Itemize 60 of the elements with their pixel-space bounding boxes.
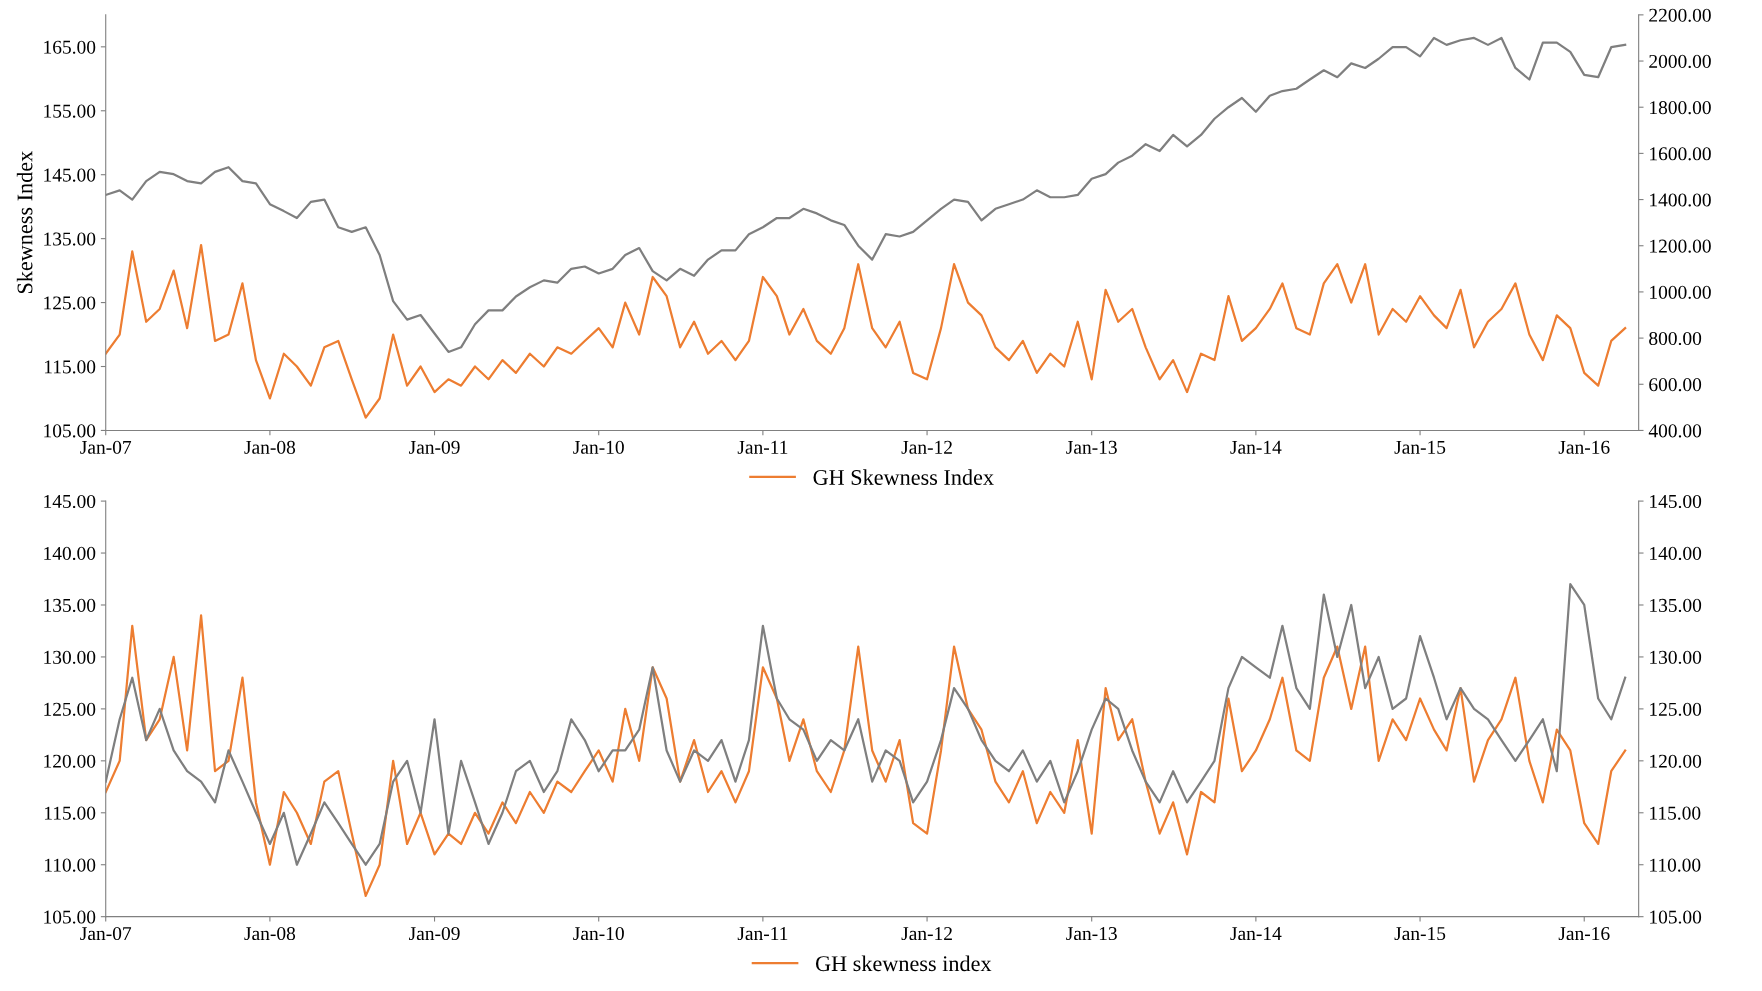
y2-tick-label: 125.00 — [1650, 702, 1702, 716]
x-tick-label: Jan-10 — [573, 926, 624, 941]
y2-tick-label: 600.00 — [1649, 378, 1702, 392]
x-tick-label: Jan-07 — [80, 440, 132, 454]
line-series — [105, 614, 1627, 898]
x-tick-label: Jan-11 — [737, 927, 788, 941]
y-tick-label: 115.00 — [44, 806, 96, 820]
x-tick-label: Jan-16 — [1558, 927, 1610, 941]
y2-tick-label: 115.00 — [1650, 806, 1701, 820]
y-tick-label: 135.00 — [44, 598, 96, 613]
y2-tick-label: 1600.00 — [1650, 147, 1711, 161]
y-tick-label: 105.00 — [44, 424, 96, 438]
x-tick-label: Jan-07 — [80, 926, 132, 941]
y-tick-label: 145.00 — [44, 494, 96, 509]
x-tick-label: Jan-08 — [244, 926, 296, 941]
x-tick-label: Jan-11 — [737, 440, 788, 454]
x-tick-label: Jan-16 — [1558, 440, 1610, 454]
y2-tick-label: 145.00 — [1650, 494, 1702, 509]
x-tick-label: Jan-09 — [409, 440, 460, 454]
y-tick-label: 125.00 — [44, 296, 96, 310]
y2-tick-label: 1000.00 — [1650, 285, 1711, 299]
y-tick-label: 155.00 — [44, 104, 96, 118]
x-tick-label: Jan-08 — [244, 440, 296, 454]
y2-tick-label: 120.00 — [1650, 754, 1702, 768]
y2-tick-label: 1200.00 — [1650, 239, 1711, 253]
x-tick-label: Jan-12 — [901, 440, 952, 454]
y-tick-label: 105.00 — [44, 910, 96, 924]
y-tick-label: 130.00 — [44, 650, 96, 664]
y2-tick-label: 1400.00 — [1650, 193, 1711, 207]
y2-tick-label: 105.00 — [1650, 910, 1702, 924]
x-tick-label: Jan-13 — [1066, 927, 1117, 941]
y2-tick-label: 2200.00 — [1649, 8, 1711, 22]
y-tick-label: 135.00 — [44, 232, 96, 246]
y2-tick-label: 800.00 — [1649, 331, 1702, 346]
x-tick-label: Jan-14 — [1230, 440, 1282, 454]
x-tick-label: Jan-10 — [573, 440, 624, 454]
x-tick-label: Jan-14 — [1230, 927, 1282, 941]
y2-tick-label: 130.00 — [1650, 650, 1702, 664]
y-tick-label: 110.00 — [44, 858, 96, 872]
x-tick-label: Jan-15 — [1394, 440, 1446, 454]
y-tick-label: 125.00 — [44, 702, 96, 716]
y-tick-label: 165.00 — [44, 40, 96, 54]
y-tick-label: 140.00 — [44, 546, 96, 561]
y-tick-label: 115.00 — [44, 360, 96, 374]
legend-label: GH skewness index — [815, 955, 992, 972]
y-tick-label: 120.00 — [44, 754, 96, 768]
y2-tick-label: 135.00 — [1650, 598, 1702, 613]
y-axis-title: Skewness Index — [16, 151, 33, 294]
line-series — [105, 243, 1627, 419]
x-tick-label: Jan-09 — [409, 926, 460, 941]
legend-label: GH Skewness Index — [813, 469, 994, 485]
y2-tick-label: 400.00 — [1648, 424, 1702, 438]
y2-tick-label: 1800.00 — [1650, 101, 1711, 115]
y2-tick-label: 110.00 — [1650, 858, 1701, 872]
y2-tick-label: 140.00 — [1650, 546, 1702, 561]
y2-tick-label: 2000.00 — [1649, 54, 1711, 69]
x-tick-label: Jan-15 — [1394, 927, 1446, 941]
x-tick-label: Jan-13 — [1066, 440, 1117, 454]
x-tick-label: Jan-12 — [901, 927, 952, 941]
y-tick-label: 145.00 — [44, 168, 96, 182]
